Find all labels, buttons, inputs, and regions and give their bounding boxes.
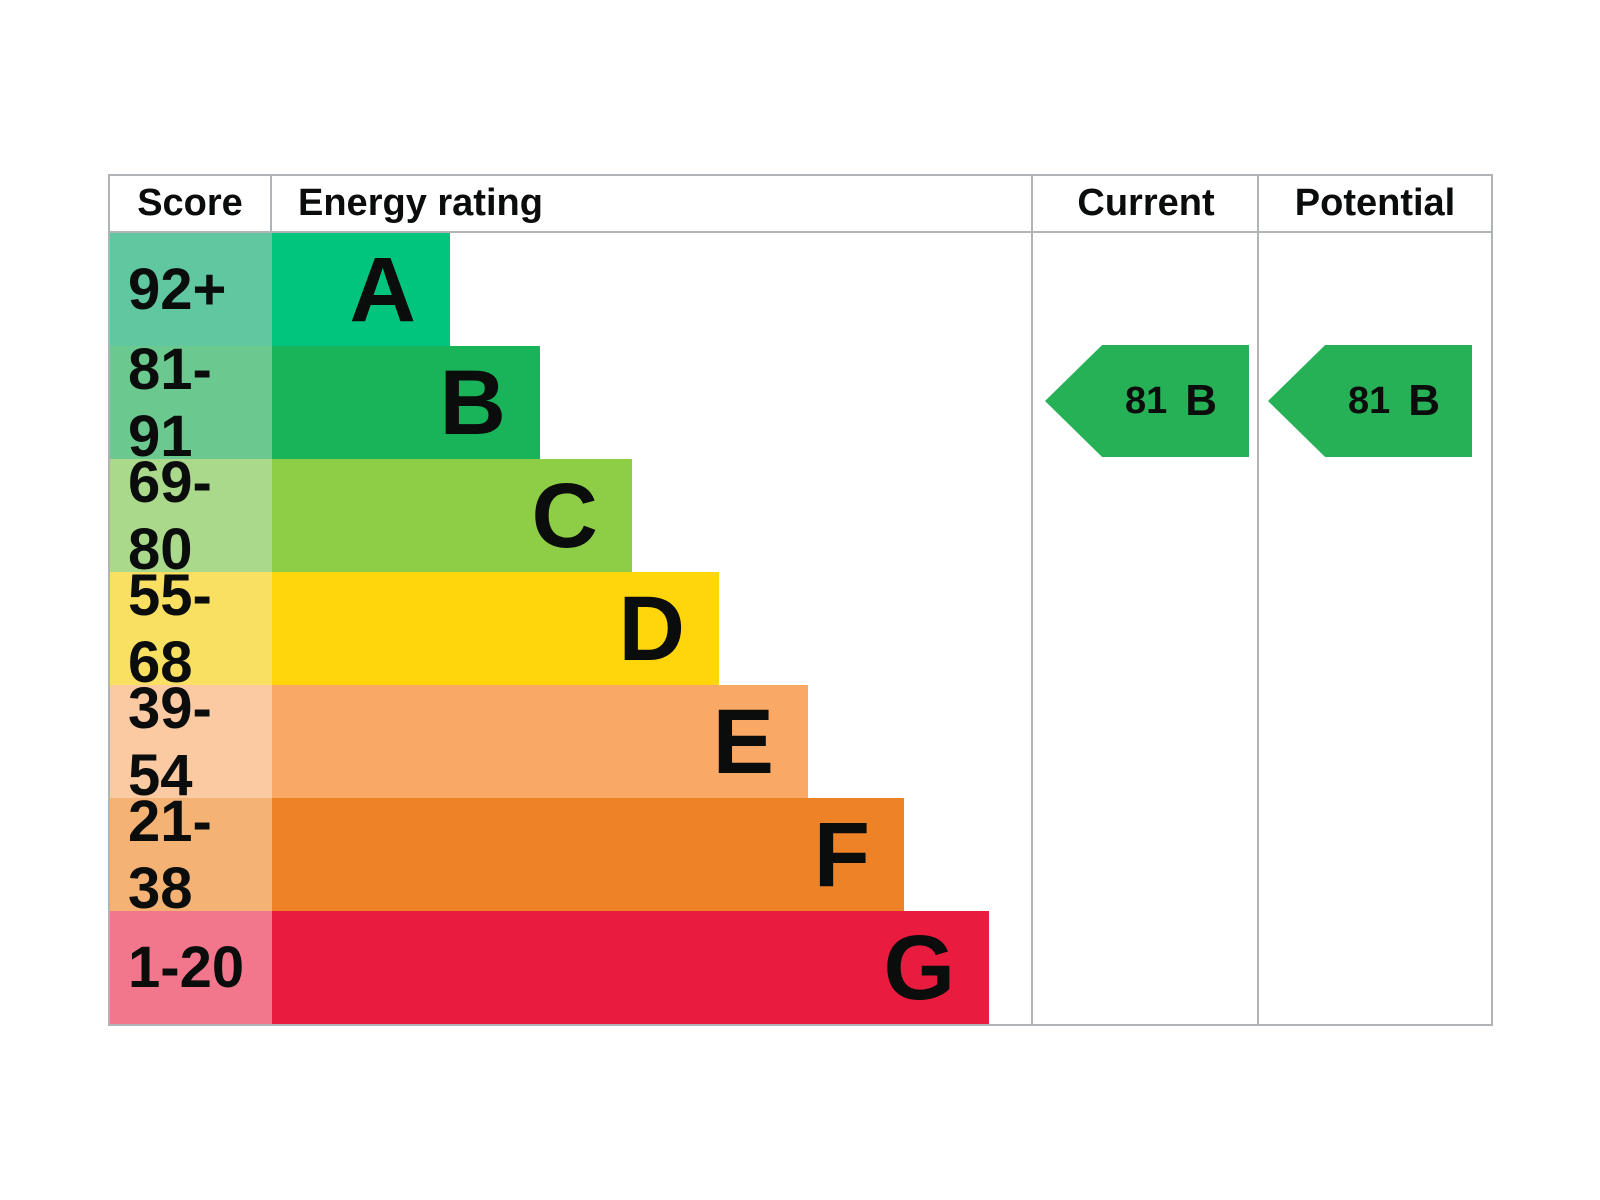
current-column-header: Current xyxy=(1077,182,1215,224)
band-bar-e: E xyxy=(272,685,808,798)
band-bar-a: A xyxy=(272,233,450,346)
band-row-f: 21-38 F xyxy=(110,789,1491,921)
band-letter-d: D xyxy=(618,577,685,680)
score-column-header: Score xyxy=(110,176,272,231)
potential-rating-score: 81 xyxy=(1347,379,1391,422)
energy-rating-column-header: Energy rating xyxy=(298,182,543,224)
epc-rating-table: Score Energy rating Current Potential 92… xyxy=(108,174,1493,1026)
potential-rating-band: B xyxy=(1408,376,1441,425)
table-header-row: Score Energy rating Current Potential xyxy=(110,176,1491,233)
band-score-f: 21-38 xyxy=(110,789,272,921)
current-column-divider xyxy=(1031,176,1033,1024)
band-score-b: 81-91 xyxy=(110,337,272,469)
band-row-b: 81-91 B xyxy=(110,337,1491,469)
band-letter-a: A xyxy=(349,238,416,341)
potential-column-divider xyxy=(1257,176,1259,1024)
band-score-g: 1-20 xyxy=(110,911,272,1024)
band-row-a: 92+ A xyxy=(110,233,1491,346)
current-rating-band: B xyxy=(1185,376,1218,425)
band-bar-g: G xyxy=(272,911,989,1024)
band-letter-b: B xyxy=(439,351,506,454)
band-score-d: 55-68 xyxy=(110,563,272,695)
band-letter-g: G xyxy=(883,916,955,1019)
band-letter-f: F xyxy=(813,803,870,906)
band-score-a: 92+ xyxy=(110,233,272,346)
band-bar-c: C xyxy=(272,459,632,572)
band-bar-d: D xyxy=(272,572,719,685)
band-row-e: 39-54 E xyxy=(110,676,1491,808)
band-score-c: 69-80 xyxy=(110,450,272,582)
band-bar-f: F xyxy=(272,798,904,911)
band-letter-e: E xyxy=(712,690,774,793)
band-bar-b: B xyxy=(272,346,540,459)
band-row-c: 69-80 C xyxy=(110,450,1491,582)
band-row-g: 1-20 G xyxy=(110,911,1491,1024)
band-score-e: 39-54 xyxy=(110,676,272,808)
current-rating-score: 81 xyxy=(1124,379,1168,422)
potential-column-header: Potential xyxy=(1294,182,1456,224)
band-letter-c: C xyxy=(531,464,598,567)
band-row-d: 55-68 D xyxy=(110,563,1491,695)
